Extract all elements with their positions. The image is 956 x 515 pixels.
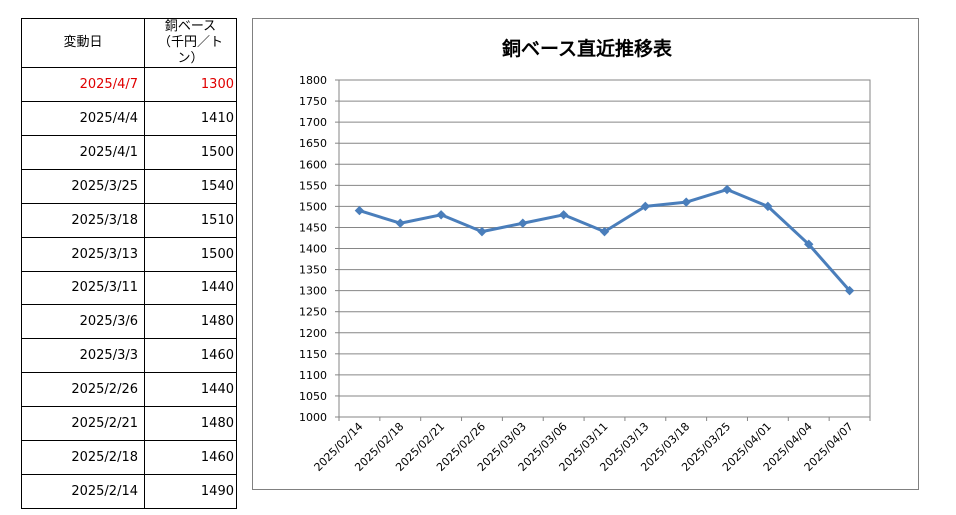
data-point [844, 285, 855, 296]
y-tick-label: 1700 [299, 116, 327, 129]
chart-svg: 銅ベース直近推移表 1000 1050 1100 1150 1200 1250 1300 135… [299, 37, 871, 474]
table-body: 2025/4/7 1300 2025/4/4 1410 2025/4/1 1500 2025… [21, 67, 237, 509]
table-row: 2025/2/21 1480 [21, 406, 237, 442]
chart-area: 銅ベース直近推移表 1000 1050 1100 1150 1200 1250 1300 135… [252, 18, 919, 490]
row-price: 1480 [144, 304, 237, 340]
row-date: 2025/3/3 [21, 338, 145, 374]
row-price: 1460 [144, 440, 237, 476]
data-point [518, 218, 528, 228]
header-price-line1: 銅ベース [164, 19, 217, 34]
table-row: 2025/3/3 1460 [21, 338, 237, 374]
y-tick-label: 1750 [299, 95, 327, 108]
y-tick-label: 1450 [299, 221, 327, 234]
data-point [804, 239, 814, 249]
y-tick-label: 1350 [299, 264, 327, 277]
table-header-row: 変動日 銅ベース （千円／トン） [21, 18, 237, 68]
row-date: 2025/2/26 [21, 372, 145, 408]
data-point [558, 210, 569, 220]
data-point [722, 184, 732, 195]
data-point [477, 226, 487, 237]
row-date: 2025/4/4 [21, 100, 145, 136]
y-tick-label: 1800 [299, 74, 327, 87]
header-price: 銅ベース （千円／トン） [144, 18, 237, 68]
table-row: 2025/3/11 1440 [21, 270, 237, 306]
data-point [640, 201, 651, 212]
row-price: 1410 [144, 100, 237, 136]
row-date: 2025/3/13 [21, 236, 145, 272]
row-date: 2025/2/21 [21, 406, 145, 442]
table-row: 2025/4/1 1500 [21, 134, 237, 170]
row-date: 2025/4/1 [21, 134, 145, 170]
y-tick-label: 1200 [299, 327, 327, 340]
table-row: 2025/4/4 1410 [21, 100, 237, 136]
y-tick-label: 1300 [299, 285, 327, 298]
y-tick-label: 1000 [299, 411, 327, 424]
row-date: 2025/4/7 [21, 67, 145, 102]
row-date: 2025/2/14 [21, 474, 145, 509]
table-row: 2025/2/18 1460 [21, 440, 237, 476]
data-point [599, 226, 610, 237]
y-tick-label: 1600 [299, 158, 327, 171]
header-date: 変動日 [21, 18, 145, 68]
row-price: 1540 [144, 168, 237, 204]
y-tick-label: 1550 [299, 179, 327, 192]
table-row: 2025/4/7 1300 [21, 67, 237, 102]
row-date: 2025/3/25 [21, 168, 145, 204]
price-table: 変動日 銅ベース （千円／トン） 2025/4/7 1300 2025/4/4 141… [21, 18, 237, 509]
table-row: 2025/3/6 1480 [21, 304, 237, 340]
data-point [354, 205, 365, 216]
data-point [681, 197, 691, 207]
data-point [395, 218, 405, 228]
table-row: 2025/2/14 1490 [21, 474, 237, 509]
y-tick-label: 1400 [299, 243, 327, 256]
row-price: 1500 [144, 236, 237, 272]
row-price: 1510 [144, 202, 237, 238]
row-date: 2025/3/11 [21, 270, 145, 306]
row-price: 1500 [144, 134, 237, 170]
chart-title: 銅ベース直近推移表 [502, 37, 673, 60]
row-price: 1440 [144, 270, 237, 306]
table-row: 2025/2/26 1440 [21, 372, 237, 408]
header-price-line2: （千円／トン） [157, 35, 223, 66]
row-price: 1440 [144, 372, 237, 408]
row-price: 1480 [144, 406, 237, 442]
table-row: 2025/3/13 1500 [21, 236, 237, 272]
row-price: 1490 [144, 474, 237, 509]
row-date: 2025/2/18 [21, 440, 145, 476]
row-price: 1460 [144, 338, 237, 374]
y-tick-label: 1050 [299, 390, 327, 403]
y-tick-label: 1250 [299, 306, 327, 319]
table-row: 2025/3/18 1510 [21, 202, 237, 238]
y-tick-label: 1500 [299, 200, 327, 213]
row-price: 1300 [144, 67, 237, 102]
y-tick-label: 1100 [299, 369, 327, 382]
table-row: 2025/3/25 1540 [21, 168, 237, 204]
data-point [436, 210, 446, 220]
row-date: 2025/3/6 [21, 304, 145, 340]
y-tick-label: 1150 [299, 348, 327, 361]
y-tick-label: 1650 [299, 137, 327, 150]
row-date: 2025/3/18 [21, 202, 145, 238]
data-point [763, 201, 773, 212]
